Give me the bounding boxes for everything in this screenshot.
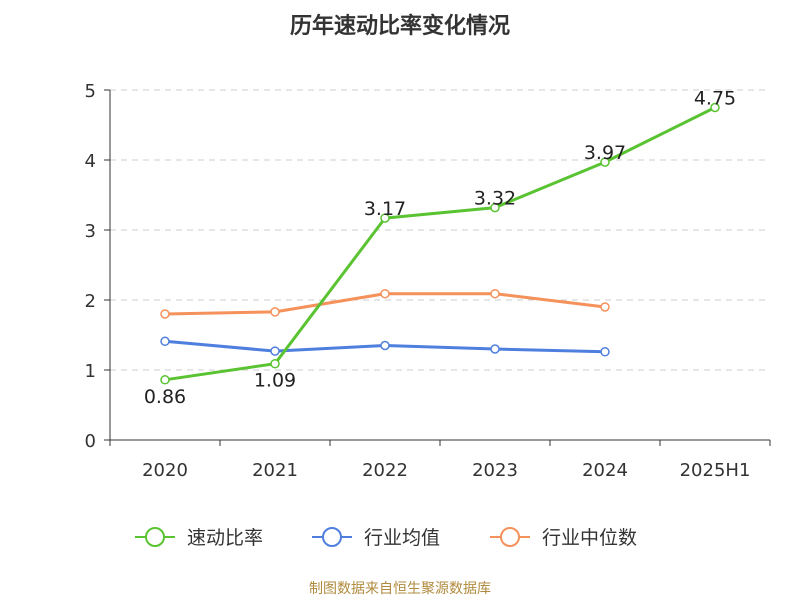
data-label: 3.97 [584, 142, 626, 164]
data-label: 1.09 [254, 370, 296, 392]
data-point [270, 307, 280, 317]
series-lines [160, 102, 720, 385]
source-note: 制图数据来自恒生聚源数据库 [309, 581, 491, 597]
legend-marker-icon [145, 527, 165, 547]
data-point [490, 344, 500, 354]
data-point [160, 336, 170, 347]
data-point [160, 375, 170, 385]
legend-marker-icon [500, 527, 520, 547]
x-tick-label: 2024 [582, 460, 628, 481]
data-point [270, 358, 280, 369]
data-point [490, 288, 500, 299]
y-tick-label: 0 [85, 431, 96, 452]
data-label: 4.75 [694, 88, 736, 110]
data-point [160, 309, 170, 319]
legend-item: 行业中位数 [490, 527, 637, 549]
legend-marker-icon [322, 527, 342, 547]
y-tick-label: 1 [85, 361, 96, 382]
series-line [164, 106, 716, 382]
x-tick-label: 2021 [252, 460, 298, 481]
data-labels: 0.86 1.09 3.17 3.32 3.97 4.75 [144, 88, 736, 408]
legend-item: 行业均值 [312, 527, 440, 549]
data-point [600, 347, 610, 357]
data-label: 3.17 [364, 198, 406, 220]
x-tick-label: 2022 [362, 460, 408, 481]
legend-label: 行业中位数 [542, 527, 637, 549]
data-point [380, 288, 390, 299]
data-label: 3.32 [474, 188, 516, 210]
data-point [270, 346, 280, 356]
data-label: 0.86 [144, 386, 186, 408]
legend-item: 速动比率 [135, 527, 263, 549]
data-point [600, 157, 610, 167]
chart-title: 历年速动比率变化情况 [289, 14, 510, 39]
data-point [380, 340, 390, 351]
legend-label: 行业均值 [364, 527, 440, 549]
x-tick-label: 2025H1 [680, 460, 751, 481]
y-tick-label: 4 [85, 151, 96, 172]
data-point [710, 102, 720, 113]
legend: 速动比率 行业均值 行业中位数 [135, 527, 637, 549]
x-tick-label: 2023 [472, 460, 518, 481]
data-point [600, 302, 610, 312]
axes: 0 1 2 3 4 5 2020 2021 2022 2023 2024 2025H1 [85, 81, 771, 481]
data-point [380, 213, 390, 223]
data-point [490, 202, 500, 213]
legend-label: 速动比率 [187, 527, 263, 549]
y-tick-label: 3 [85, 221, 96, 242]
x-tick-label: 2020 [142, 460, 188, 481]
y-tick-label: 5 [85, 81, 96, 102]
grid-lines [110, 89, 770, 371]
y-tick-label: 2 [85, 291, 96, 312]
